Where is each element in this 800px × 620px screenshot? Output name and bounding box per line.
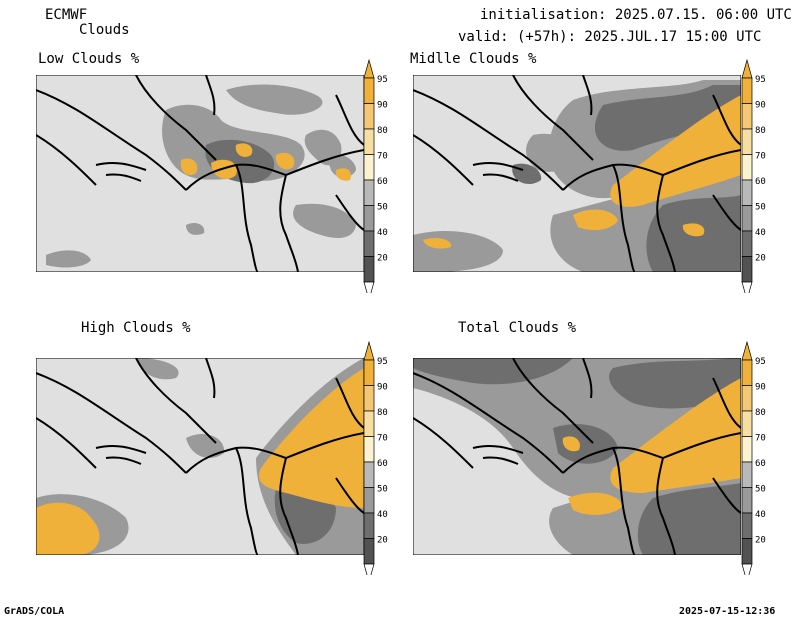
colorbar-middle: 95 90 80 70 60 50 40 20 bbox=[741, 58, 766, 293]
total-clouds-map bbox=[413, 358, 741, 555]
colorbar-label: 40 bbox=[377, 228, 388, 238]
colorbar-label: 80 bbox=[755, 408, 766, 418]
valid-time: valid: (+57h): 2025.JUL.17 15:00 UTC bbox=[458, 29, 762, 45]
colorbar-label: 80 bbox=[377, 126, 388, 136]
colorbar-segment bbox=[363, 385, 375, 412]
colorbar-label: 20 bbox=[377, 254, 388, 264]
colorbar-segment bbox=[741, 385, 753, 412]
colorbar-segment bbox=[741, 410, 753, 437]
panel-title-middle: Midlle Clouds % bbox=[410, 51, 537, 67]
colorbar-segment bbox=[741, 359, 753, 386]
colorbar-segment bbox=[741, 205, 753, 232]
colorbar-label: 40 bbox=[755, 228, 766, 238]
colorbar-segment bbox=[363, 103, 375, 130]
colorbar-segment bbox=[363, 461, 375, 488]
colorbar-label: 40 bbox=[755, 510, 766, 520]
colorbar-label: 50 bbox=[755, 485, 766, 495]
colorbar-label: 80 bbox=[755, 126, 766, 136]
colorbar-top-arrow bbox=[363, 340, 375, 361]
colorbar-bottom-arrow bbox=[741, 563, 753, 575]
colorbar-top-arrow bbox=[741, 340, 753, 361]
colorbar-label: 50 bbox=[377, 203, 388, 213]
colorbar-segment bbox=[363, 256, 375, 283]
colorbar-label: 70 bbox=[377, 434, 388, 444]
colorbar-segment bbox=[741, 230, 753, 257]
colorbar-segment bbox=[363, 538, 375, 565]
colorbar-label: 20 bbox=[755, 536, 766, 546]
colorbar-segment bbox=[741, 179, 753, 206]
colorbar-label: 50 bbox=[755, 203, 766, 213]
colorbar-segment bbox=[363, 179, 375, 206]
model-name: ECMWF bbox=[45, 7, 88, 23]
colorbar-label: 80 bbox=[377, 408, 388, 418]
colorbar-segment bbox=[363, 128, 375, 155]
colorbar-label: 70 bbox=[377, 152, 388, 162]
colorbar-segment bbox=[363, 487, 375, 514]
colorbar-segment bbox=[741, 77, 753, 104]
colorbar-low: 95 90 80 70 60 50 40 20 bbox=[363, 58, 388, 293]
colorbar-label: 90 bbox=[755, 101, 766, 111]
colorbar-label: 60 bbox=[377, 459, 388, 469]
low-clouds-map bbox=[36, 75, 364, 272]
colorbar-label: 20 bbox=[377, 536, 388, 546]
colorbar-segment bbox=[363, 154, 375, 181]
colorbar-segment bbox=[741, 256, 753, 283]
colorbar-segment bbox=[363, 512, 375, 539]
colorbar-bottom-arrow bbox=[363, 563, 375, 575]
colorbar-segment bbox=[363, 205, 375, 232]
colorbar-label: 95 bbox=[377, 75, 388, 85]
colorbar-segment bbox=[741, 436, 753, 463]
colorbar-segment bbox=[741, 538, 753, 565]
colorbar-bottom-arrow bbox=[363, 281, 375, 293]
colorbar-segment bbox=[741, 128, 753, 155]
colorbar-label: 90 bbox=[755, 383, 766, 393]
colorbar-label: 60 bbox=[377, 177, 388, 187]
colorbar-label: 40 bbox=[377, 510, 388, 520]
colorbar-label: 70 bbox=[755, 152, 766, 162]
colorbar-segment bbox=[741, 154, 753, 181]
colorbar-label: 60 bbox=[755, 459, 766, 469]
colorbar-label: 95 bbox=[755, 357, 766, 367]
panel-title-total: Total Clouds % bbox=[458, 320, 577, 336]
colorbar-bottom-arrow bbox=[741, 281, 753, 293]
colorbar-high: 95 90 80 70 60 50 40 20 bbox=[363, 340, 388, 575]
footer-software: GrADS/COLA bbox=[4, 606, 65, 617]
footer-timestamp: 2025-07-15-12:36 bbox=[679, 606, 776, 617]
colorbar-segment bbox=[741, 487, 753, 514]
colorbar-total: 95 90 80 70 60 50 40 20 bbox=[741, 340, 766, 575]
colorbar-top-arrow bbox=[741, 58, 753, 79]
colorbar-segment bbox=[363, 436, 375, 463]
panel-title-high: High Clouds % bbox=[81, 320, 191, 336]
colorbar-segment bbox=[363, 359, 375, 386]
middle-clouds-map bbox=[413, 75, 741, 272]
init-time: initialisation: 2025.07.15. 06:00 UTC bbox=[480, 7, 792, 23]
colorbar-segment bbox=[741, 103, 753, 130]
colorbar-label: 95 bbox=[755, 75, 766, 85]
colorbar-label: 60 bbox=[755, 177, 766, 187]
colorbar-label: 95 bbox=[377, 357, 388, 367]
colorbar-label: 70 bbox=[755, 434, 766, 444]
colorbar-segment bbox=[363, 77, 375, 104]
colorbar-segment bbox=[363, 410, 375, 437]
colorbar-top-arrow bbox=[363, 58, 375, 79]
panel-title-low: Low Clouds % bbox=[38, 51, 140, 67]
colorbar-segment bbox=[363, 230, 375, 257]
colorbar-label: 50 bbox=[377, 485, 388, 495]
product-name: Clouds bbox=[79, 22, 130, 38]
colorbar-label: 90 bbox=[377, 101, 388, 111]
colorbar-label: 90 bbox=[377, 383, 388, 393]
colorbar-segment bbox=[741, 512, 753, 539]
colorbar-segment bbox=[741, 461, 753, 488]
high-clouds-map bbox=[36, 358, 364, 555]
colorbar-label: 20 bbox=[755, 254, 766, 264]
